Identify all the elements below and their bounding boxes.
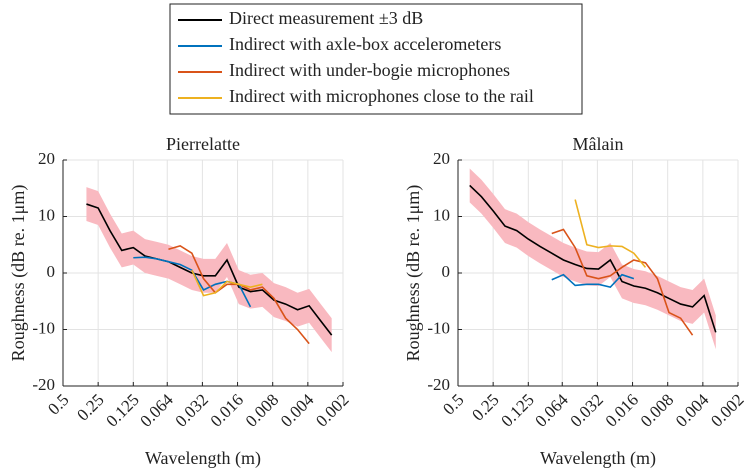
series-line — [469, 184, 717, 333]
y-tick-label: 10 — [433, 205, 450, 224]
x-tick-label: 0.125 — [497, 390, 537, 430]
legend-box — [169, 3, 583, 115]
x-tick-label: 0.002 — [312, 390, 352, 430]
x-tick-label: 0.008 — [242, 390, 282, 430]
x-tick-label: 0.5 — [44, 390, 72, 418]
x-tick-label: 0.125 — [102, 390, 142, 430]
x-tick-label: 0.032 — [172, 390, 212, 430]
series-line — [551, 228, 694, 336]
x-tick-label: 0.008 — [637, 390, 677, 430]
y-tick-label: 0 — [47, 262, 56, 281]
x-tick-label: 0.25 — [73, 390, 107, 424]
legend-label: Direct measurement ±3 dB — [229, 8, 423, 28]
chart-title: Mâlain — [573, 134, 624, 154]
x-tick-label: 0.064 — [136, 390, 177, 431]
y-tick-label: -20 — [32, 375, 55, 394]
legend-label: Indirect with axle-box accelerometers — [229, 34, 501, 54]
x-tick-label: 0.25 — [468, 390, 502, 424]
x-axis-label: Wavelength (m) — [145, 448, 261, 469]
series-line — [551, 273, 635, 289]
y-axis-label: Roughness (dB re. 1μm) — [403, 185, 424, 362]
series-line — [86, 203, 333, 336]
y-tick-label: 0 — [442, 262, 451, 281]
x-tick-label: 0.032 — [567, 390, 607, 430]
y-tick-label: 20 — [38, 149, 55, 168]
error-band — [86, 187, 332, 353]
legend-label: Indirect with microphones close to the r… — [229, 86, 534, 106]
y-tick-label: -20 — [427, 375, 450, 394]
y-tick-label: 10 — [38, 205, 55, 224]
x-tick-label: 0.004 — [277, 390, 318, 431]
x-axis-label: Wavelength (m) — [540, 448, 656, 469]
x-tick-label: 0.016 — [602, 390, 642, 430]
y-tick-label: -10 — [32, 318, 55, 337]
series-line — [574, 199, 647, 268]
chart-title: Pierrelatte — [166, 134, 240, 154]
legend-label: Indirect with under-bogie microphones — [229, 60, 510, 80]
x-tick-label: 0.5 — [439, 390, 467, 418]
series-line — [191, 269, 263, 297]
y-axis-label: Roughness (dB re. 1μm) — [8, 185, 29, 362]
x-tick-label: 0.016 — [207, 390, 247, 430]
x-tick-label: 0.002 — [707, 390, 747, 430]
x-tick-label: 0.004 — [672, 390, 713, 431]
x-tick-label: 0.064 — [531, 390, 572, 431]
y-tick-label: -10 — [427, 318, 450, 337]
error-band — [469, 168, 716, 350]
y-tick-label: 20 — [433, 149, 450, 168]
